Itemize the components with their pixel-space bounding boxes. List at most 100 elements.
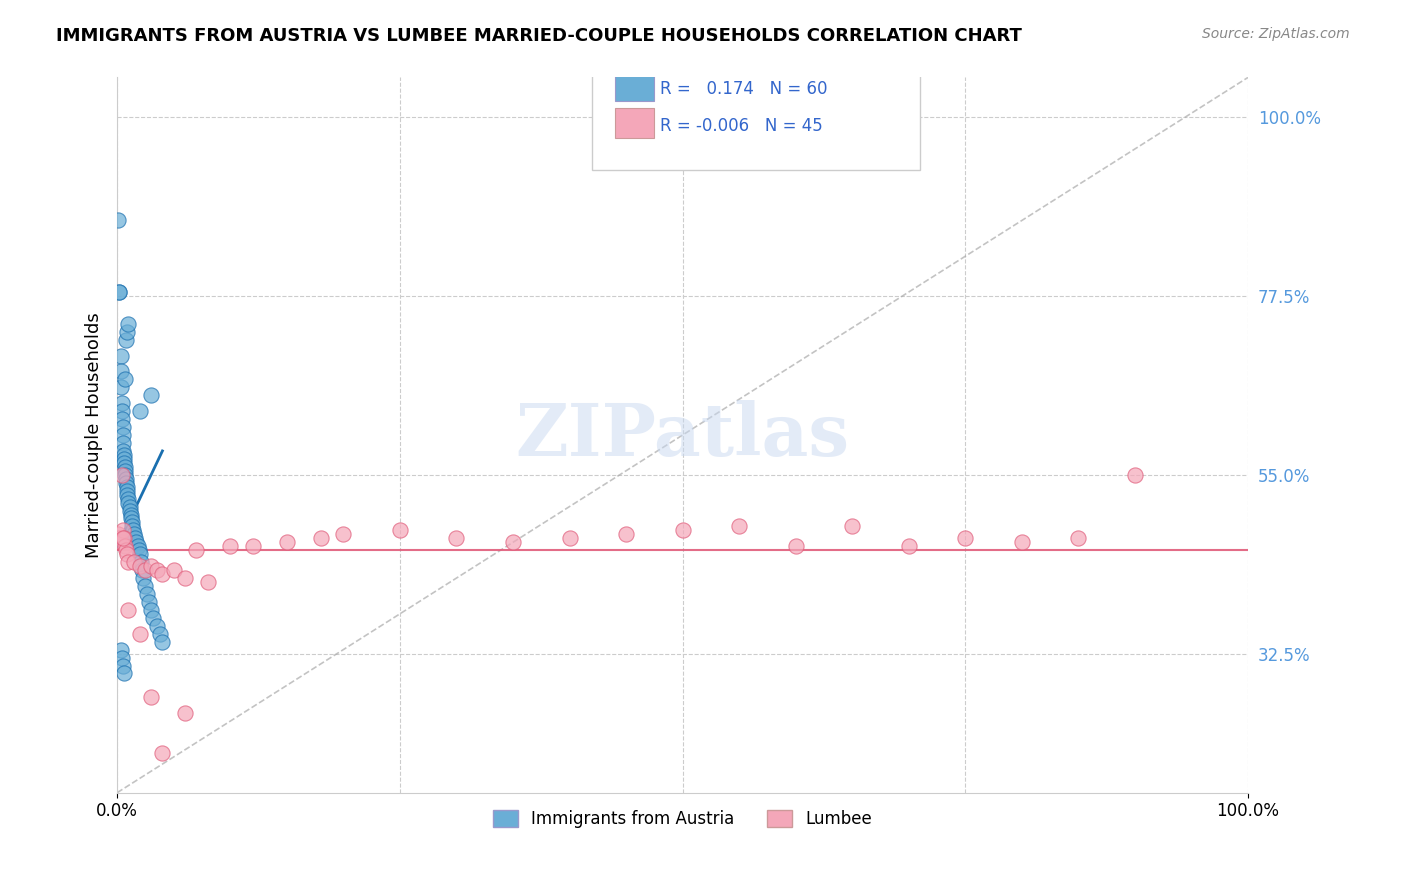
Point bbox=[174, 571, 197, 585]
Point bbox=[122, 555, 145, 569]
Point bbox=[138, 595, 160, 609]
Text: IMMIGRANTS FROM AUSTRIA VS LUMBEE MARRIED-COUPLE HOUSEHOLDS CORRELATION CHART: IMMIGRANTS FROM AUSTRIA VS LUMBEE MARRIE… bbox=[56, 27, 1022, 45]
Point bbox=[111, 420, 134, 434]
Point bbox=[219, 539, 242, 553]
Point bbox=[117, 547, 139, 561]
Point bbox=[127, 539, 149, 553]
Point bbox=[107, 213, 129, 227]
Point bbox=[111, 412, 134, 426]
Point bbox=[111, 404, 134, 418]
Point bbox=[135, 587, 157, 601]
Point bbox=[117, 488, 139, 502]
Point bbox=[128, 547, 150, 561]
Point bbox=[139, 388, 162, 402]
Point bbox=[111, 396, 134, 410]
Point bbox=[111, 650, 134, 665]
Point bbox=[111, 524, 134, 538]
Point bbox=[671, 524, 693, 538]
Point bbox=[117, 555, 139, 569]
Point bbox=[114, 459, 136, 474]
FancyBboxPatch shape bbox=[614, 108, 654, 138]
Text: ZIPatlas: ZIPatlas bbox=[516, 400, 849, 471]
Point bbox=[145, 563, 167, 577]
Point bbox=[117, 325, 139, 339]
Point bbox=[114, 539, 136, 553]
Point bbox=[1123, 467, 1146, 482]
Point bbox=[1011, 535, 1033, 549]
Point bbox=[332, 527, 354, 541]
Point bbox=[115, 333, 138, 347]
Legend: Immigrants from Austria, Lumbee: Immigrants from Austria, Lumbee bbox=[486, 803, 879, 834]
Point bbox=[112, 448, 135, 462]
FancyBboxPatch shape bbox=[614, 70, 654, 101]
Point bbox=[107, 527, 129, 541]
Point bbox=[112, 666, 135, 681]
Point bbox=[129, 555, 152, 569]
Point bbox=[134, 563, 156, 577]
Y-axis label: Married-couple Households: Married-couple Households bbox=[86, 312, 103, 558]
Text: R =   0.174   N = 60: R = 0.174 N = 60 bbox=[659, 80, 828, 98]
Point bbox=[242, 539, 264, 553]
Point bbox=[174, 706, 197, 721]
Point bbox=[139, 559, 162, 574]
Point bbox=[111, 436, 134, 450]
Point bbox=[131, 563, 153, 577]
Point bbox=[128, 559, 150, 574]
Point bbox=[110, 380, 132, 394]
Point bbox=[122, 524, 145, 538]
Point bbox=[112, 532, 135, 546]
Point bbox=[117, 495, 139, 509]
Point bbox=[108, 285, 131, 299]
Point bbox=[897, 539, 920, 553]
Point bbox=[139, 603, 162, 617]
Point bbox=[117, 491, 139, 506]
Point bbox=[955, 532, 977, 546]
Point bbox=[120, 508, 142, 522]
Point bbox=[163, 563, 186, 577]
Point bbox=[142, 611, 165, 625]
Point bbox=[1067, 532, 1090, 546]
Point bbox=[108, 532, 131, 546]
Text: R = -0.006   N = 45: R = -0.006 N = 45 bbox=[659, 117, 823, 135]
Point bbox=[114, 372, 136, 386]
Point bbox=[120, 511, 142, 525]
Point bbox=[115, 475, 138, 490]
Point bbox=[128, 404, 150, 418]
Point bbox=[112, 451, 135, 466]
Point bbox=[111, 658, 134, 673]
Point bbox=[124, 532, 146, 546]
Point bbox=[117, 480, 139, 494]
Point bbox=[111, 428, 134, 442]
Point bbox=[125, 535, 148, 549]
Point bbox=[728, 519, 751, 533]
Point bbox=[110, 349, 132, 363]
FancyBboxPatch shape bbox=[592, 63, 920, 170]
Point bbox=[118, 500, 141, 514]
Point bbox=[502, 535, 524, 549]
Point bbox=[276, 535, 298, 549]
Point bbox=[614, 527, 637, 541]
Point bbox=[112, 456, 135, 470]
Text: Source: ZipAtlas.com: Source: ZipAtlas.com bbox=[1202, 27, 1350, 41]
Point bbox=[128, 543, 150, 558]
Point bbox=[111, 532, 134, 546]
Point bbox=[132, 571, 155, 585]
Point bbox=[309, 532, 332, 546]
Point bbox=[152, 567, 174, 582]
Point bbox=[117, 483, 139, 498]
Point bbox=[111, 444, 134, 458]
Point bbox=[186, 543, 208, 558]
Point bbox=[122, 527, 145, 541]
Point bbox=[108, 285, 131, 299]
Point bbox=[388, 524, 411, 538]
Point bbox=[139, 690, 162, 705]
Point bbox=[152, 634, 174, 648]
Point bbox=[121, 519, 143, 533]
Point bbox=[149, 626, 172, 640]
Point bbox=[117, 603, 139, 617]
Point bbox=[114, 464, 136, 478]
Point bbox=[446, 532, 468, 546]
Point bbox=[197, 575, 219, 590]
Point bbox=[110, 535, 132, 549]
Point bbox=[117, 317, 139, 331]
